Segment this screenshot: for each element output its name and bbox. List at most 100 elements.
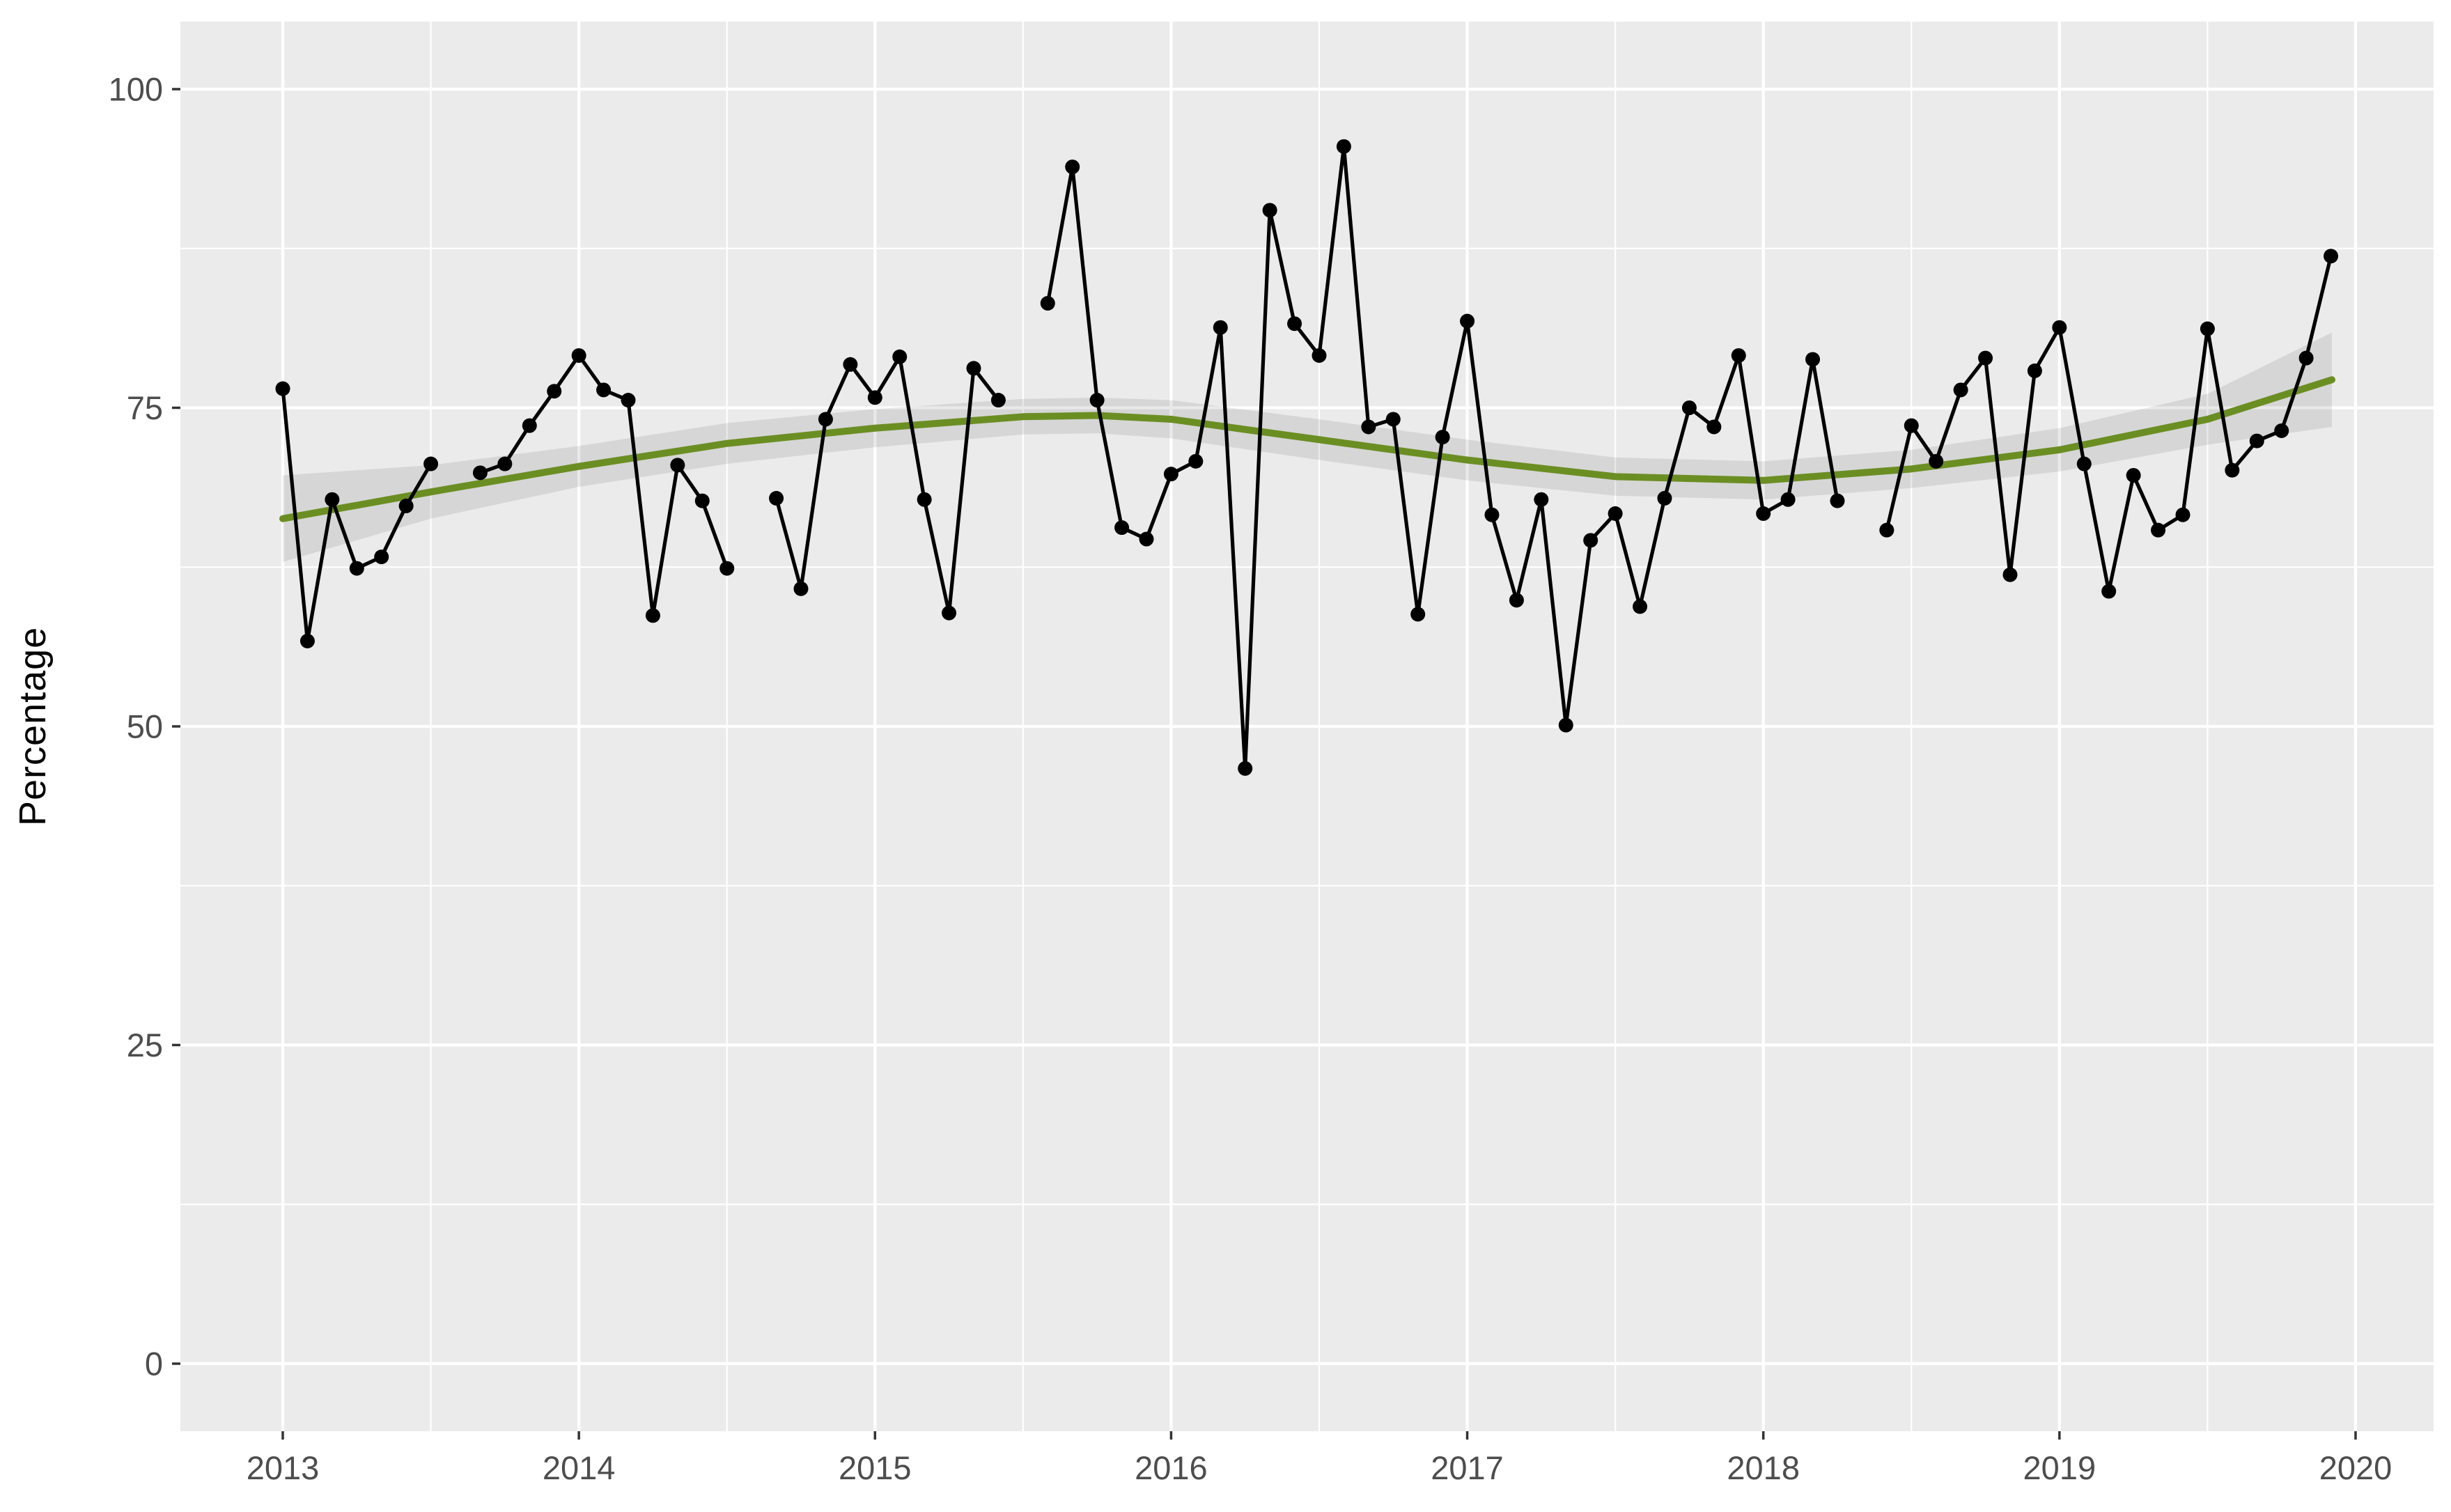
data-point	[547, 384, 562, 399]
data-point	[843, 357, 858, 372]
data-point	[1312, 348, 1327, 363]
data-point	[1805, 352, 1821, 367]
data-point	[398, 498, 414, 513]
data-point	[2200, 321, 2215, 336]
data-point	[1040, 295, 1055, 311]
data-point	[2298, 350, 2314, 366]
data-point	[2324, 249, 2339, 264]
data-point	[2076, 456, 2092, 471]
data-point	[2052, 320, 2067, 335]
data-point	[2126, 467, 2141, 483]
data-point	[2151, 522, 2166, 538]
y-tick-label: 75	[127, 389, 163, 426]
data-point	[1287, 316, 1302, 332]
data-point	[1583, 533, 1598, 548]
data-point	[1633, 599, 1648, 614]
data-point	[1114, 520, 1130, 536]
x-tick-label: 2016	[1135, 1449, 1208, 1486]
data-point	[275, 381, 290, 396]
data-point	[670, 458, 685, 473]
y-tick-label: 100	[109, 71, 163, 108]
data-point	[769, 490, 784, 506]
data-point	[1484, 507, 1500, 522]
data-point	[299, 633, 315, 648]
data-point	[645, 608, 660, 623]
data-point	[497, 456, 513, 471]
data-point	[2274, 423, 2289, 438]
data-point	[2027, 363, 2042, 378]
data-point	[1608, 506, 1623, 521]
data-point	[1238, 761, 1253, 776]
data-point	[867, 390, 882, 405]
x-tick-label: 2020	[2319, 1449, 2392, 1486]
data-point	[2225, 462, 2240, 478]
x-tick-label: 2018	[1727, 1449, 1800, 1486]
data-point	[1139, 531, 1154, 547]
data-point	[1410, 607, 1426, 622]
data-point	[1978, 350, 1993, 366]
gridlines-major	[180, 22, 2434, 1431]
data-point	[942, 605, 957, 621]
x-tick-label: 2014	[543, 1449, 616, 1486]
y-tick-label: 0	[145, 1346, 163, 1382]
data-point	[1435, 430, 1450, 445]
data-point	[2249, 433, 2264, 449]
data-point	[1830, 493, 1845, 508]
data-point	[1385, 412, 1401, 427]
data-point	[1188, 453, 1204, 469]
data-point	[1336, 139, 1351, 154]
data-point	[2175, 507, 2191, 522]
data-point	[349, 561, 364, 576]
x-tick-label: 2017	[1431, 1449, 1504, 1486]
data-point	[719, 561, 735, 576]
data-point	[1558, 717, 1573, 733]
data-point	[1953, 382, 1968, 398]
data-point	[1089, 393, 1105, 408]
data-point	[892, 349, 908, 364]
data-point	[1879, 522, 1894, 538]
data-point	[1731, 348, 1746, 363]
x-tick-label: 2019	[2023, 1449, 2096, 1486]
data-point	[596, 382, 612, 398]
axes: 0 25 50 75 100 2013 2014 2015 2016 2017 2018 2019 20…	[109, 71, 2392, 1487]
data-point	[1780, 492, 1796, 507]
data-point	[423, 456, 439, 471]
data-point	[1904, 418, 1919, 433]
data-point	[472, 465, 488, 481]
confidence-ribbon	[283, 332, 2332, 562]
data-point	[990, 393, 1006, 408]
data-point	[1262, 203, 1277, 218]
data-point	[1460, 313, 1475, 329]
data-point	[2002, 567, 2018, 582]
data-point	[1065, 159, 1080, 175]
data-point	[793, 581, 809, 596]
data-point	[917, 492, 932, 507]
data-point	[1534, 492, 1549, 507]
data-point	[1213, 320, 1228, 335]
data-point	[1163, 467, 1178, 482]
data-point	[374, 550, 389, 565]
data-points	[275, 139, 2339, 776]
smooth-line	[279, 376, 2335, 522]
x-tick-label: 2013	[247, 1449, 320, 1486]
data-point	[571, 348, 586, 363]
data-point	[1706, 419, 1722, 435]
x-tick-label: 2015	[839, 1449, 912, 1486]
data-point	[1929, 453, 1944, 469]
data-point	[325, 492, 340, 507]
data-point	[2101, 584, 2117, 599]
data-line-segment	[775, 354, 1000, 615]
data-point	[1657, 490, 1672, 506]
data-point	[1756, 506, 1771, 521]
data-point	[818, 412, 833, 427]
data-point	[1361, 419, 1376, 435]
y-tick-label: 50	[127, 708, 163, 745]
data-point	[1509, 593, 1524, 608]
data-point	[694, 493, 710, 508]
data-point	[966, 361, 981, 376]
data-point	[1681, 400, 1697, 415]
data-point	[522, 418, 537, 433]
y-tick-label: 25	[127, 1027, 163, 1063]
